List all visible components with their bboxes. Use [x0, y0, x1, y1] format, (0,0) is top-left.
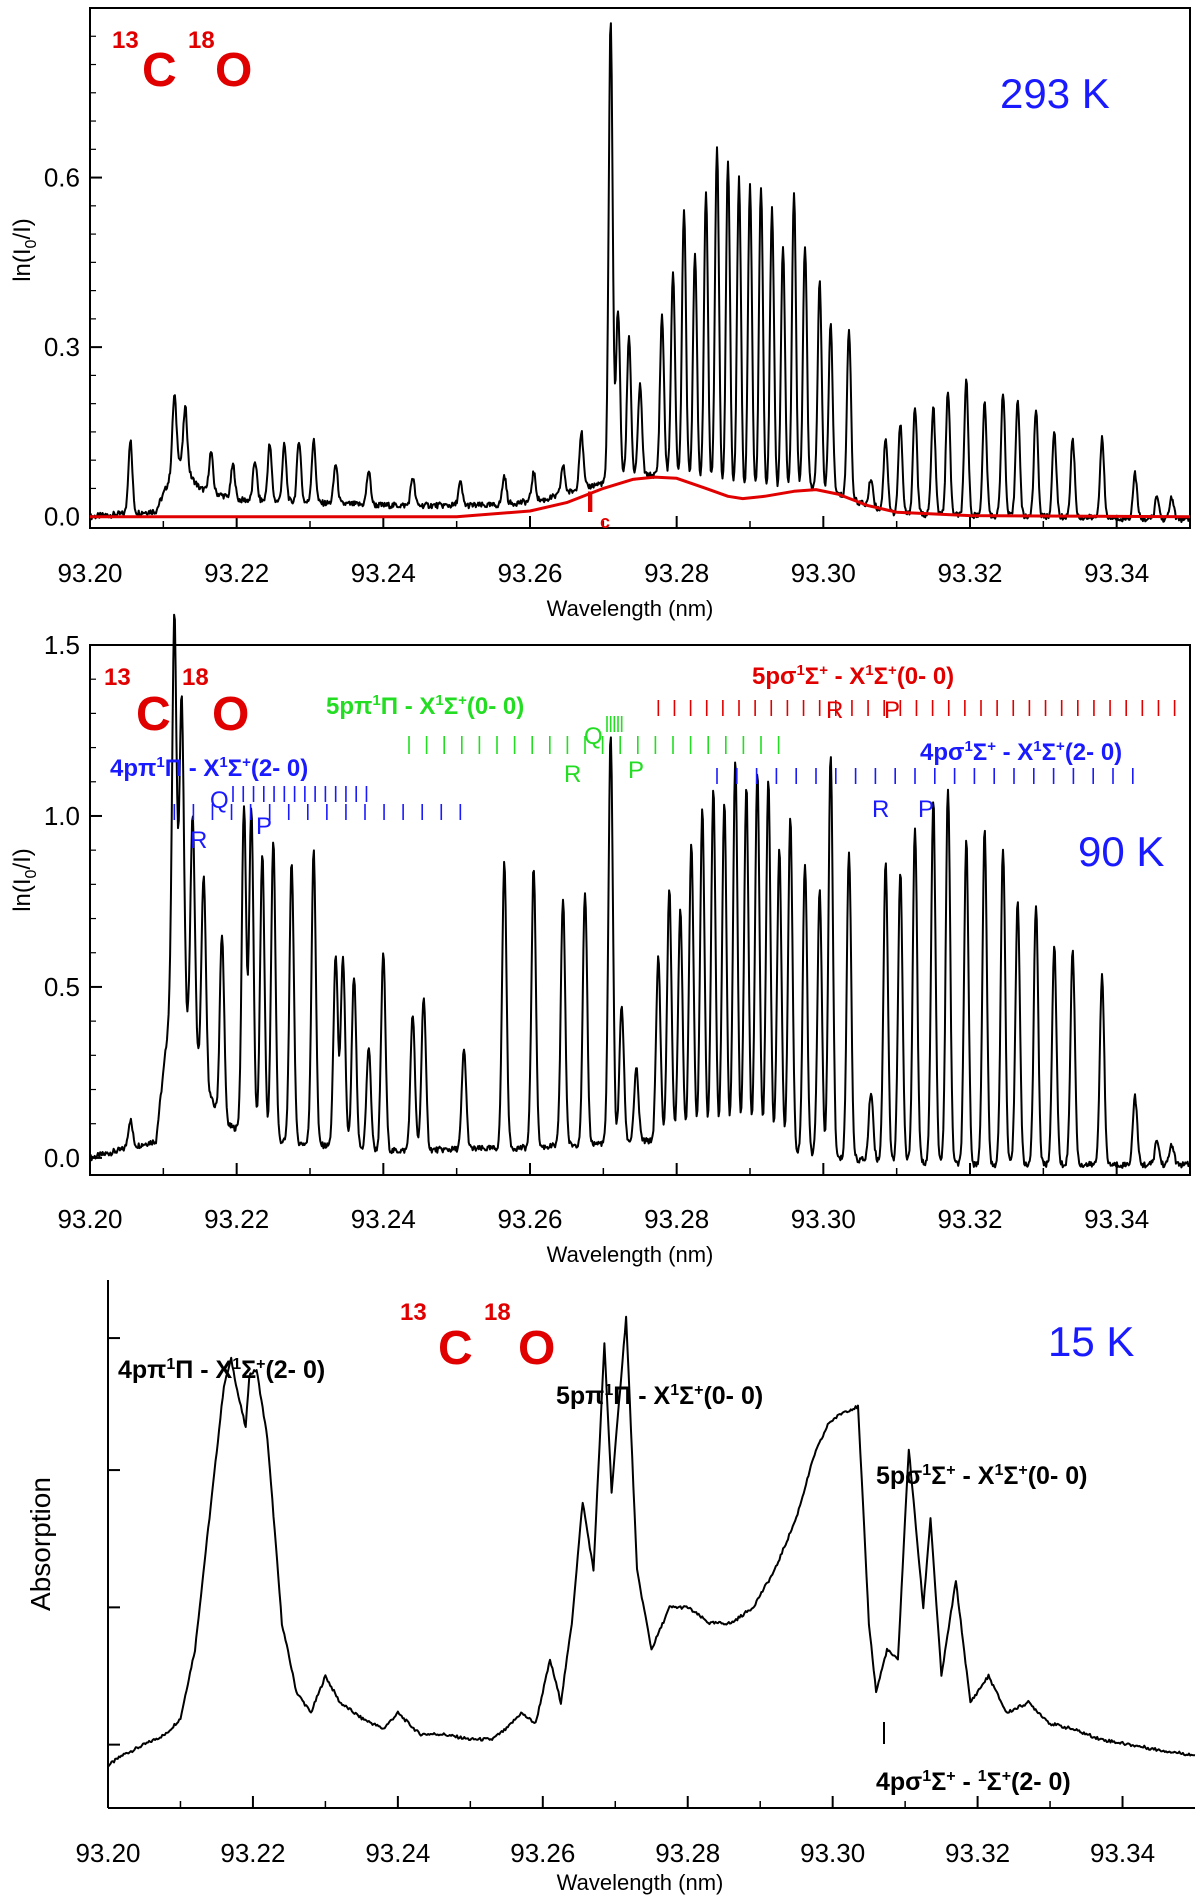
- x-tick-label: 93.28: [644, 558, 709, 588]
- branch-q-4ppi: Q: [210, 787, 229, 814]
- x-tick-label: 93.24: [365, 1838, 430, 1868]
- x-tick-label: 93.22: [204, 1204, 269, 1234]
- x-tick-label: 93.20: [75, 1838, 140, 1868]
- branch-r-5psigma: R: [826, 697, 843, 724]
- x-tick-label: 93.34: [1084, 1204, 1149, 1234]
- molecule-c: C: [142, 44, 177, 97]
- svg-text:ln(I0/I): ln(I0/I): [9, 848, 40, 912]
- annotation-4psigma: 4pσ1Σ+ - 1Σ+(2- 0): [876, 1768, 1071, 1796]
- x-tick-label: 93.32: [945, 1838, 1010, 1868]
- y-tick-label: 0.3: [44, 332, 80, 362]
- x-tick-label: 93.22: [204, 558, 269, 588]
- x-tick-label: 93.30: [800, 1838, 865, 1868]
- molecule-c-mass: 13: [400, 1299, 427, 1326]
- x-axis-title: Wavelength (nm): [547, 596, 714, 621]
- branch-p-4psigma: P: [918, 796, 934, 823]
- x-tick-label: 93.30: [791, 558, 856, 588]
- x-axis-title: Wavelength (nm): [557, 1870, 724, 1895]
- x-tick-label: 93.20: [57, 1204, 122, 1234]
- annotation-5psigma: 5pσ1Σ+ - X1Σ+(0- 0): [876, 1462, 1087, 1490]
- x-tick-label: 93.34: [1084, 558, 1149, 588]
- molecule-o: O: [518, 1322, 555, 1375]
- branch-p-5psigma: P: [884, 697, 900, 724]
- y-axis-title: Absorption: [25, 1477, 56, 1611]
- x-tick-label: 93.32: [937, 1204, 1002, 1234]
- temperature-label: 90 K: [1078, 828, 1164, 875]
- spectrum-layer: [89, 613, 1191, 1169]
- x-tick-label: 93.26: [510, 1838, 575, 1868]
- band-label-4ppi: 4pπ1Π - X1Σ+(2- 0): [110, 754, 308, 782]
- branch-p-4ppi: P: [256, 813, 272, 840]
- plot-frame: [89, 7, 1191, 529]
- x-tick-label: 93.28: [655, 1838, 720, 1868]
- axis-ticks: 93.20 93.22 93.24 93.26 93.28 93.30 93.32 93.34…: [44, 630, 1149, 1234]
- band-label-5ppi: 5pπ1Π - X1Σ+(0- 0): [326, 692, 524, 720]
- temperature-label: 15 K: [1048, 1318, 1134, 1365]
- molecule-o-mass: 18: [182, 664, 209, 691]
- branch-q-5ppi: Q: [584, 723, 603, 750]
- continuum-fit-line: [90, 475, 1191, 519]
- x-tick-label: 93.20: [57, 558, 122, 588]
- x-axis-title: Wavelength (nm): [547, 1242, 714, 1267]
- branch-r-4psigma: R: [872, 796, 889, 823]
- branch-p-5ppi: P: [628, 757, 644, 784]
- y-tick-label: 0.6: [44, 163, 80, 193]
- band-label-4psigma: 4pσ1Σ+ - X1Σ+(2- 0): [920, 738, 1122, 766]
- x-tick-label: 93.30: [791, 1204, 856, 1234]
- spectrum-line: [89, 613, 1191, 1169]
- branch-r-5ppi: R: [564, 761, 581, 788]
- y-tick-label: 0.5: [44, 972, 80, 1002]
- molecule-o-mass: 18: [484, 1299, 511, 1326]
- branch-r-4ppi: R: [190, 827, 207, 854]
- molecule-c-mass: 13: [112, 27, 139, 54]
- x-tick-label: 93.22: [220, 1838, 285, 1868]
- branch-tick-marks: [173, 700, 1176, 820]
- molecule-o: O: [215, 44, 252, 97]
- y-tick-label: 0.0: [44, 1143, 80, 1173]
- ic-annotation: I: [586, 486, 594, 519]
- band-label-5psigma: 5pσ1Σ+ - X1Σ+(0- 0): [752, 662, 954, 690]
- molecule-o: O: [212, 688, 249, 741]
- x-tick-label: 93.26: [497, 1204, 562, 1234]
- spectrum-line: [107, 1315, 1196, 1768]
- x-tick-label: 93.32: [937, 558, 1002, 588]
- spectrum-layer: [89, 22, 1191, 523]
- y-tick-label: 0.0: [44, 502, 80, 532]
- panel-293k: 93.20 93.22 93.24 93.26 93.28 93.30 93.32 93.34…: [9, 7, 1191, 621]
- x-tick-label: 93.34: [1090, 1838, 1155, 1868]
- annotation-4ppi: 4pπ1Π - X1Σ+(2- 0): [118, 1356, 325, 1384]
- x-tick-label: 93.24: [351, 558, 416, 588]
- temperature-label: 293 K: [1000, 70, 1110, 117]
- spectrum-line: [89, 22, 1191, 523]
- molecule-c: C: [438, 1322, 473, 1375]
- x-tick-label: 93.26: [497, 558, 562, 588]
- ic-subscript: c: [600, 512, 610, 532]
- molecule-c-mass: 13: [104, 664, 131, 691]
- panel-15k: 93.20 93.22 93.24 93.26 93.28 93.30 93.32 93.34…: [25, 1280, 1196, 1895]
- svg-text:ln(I0/I): ln(I0/I): [9, 218, 40, 282]
- plot-frame: [89, 644, 1191, 1176]
- panel-90k: 93.20 93.22 93.24 93.26 93.28 93.30 93.32 93.34…: [9, 613, 1191, 1267]
- y-axis-title: ln(I0/I): [9, 218, 40, 282]
- y-axis-title: ln(I0/I): [9, 848, 40, 912]
- x-tick-label: 93.28: [644, 1204, 709, 1234]
- spectrum-layer: [107, 1315, 1196, 1768]
- y-tick-label: 1.5: [44, 630, 80, 660]
- annotation-5ppi: 5pπ1Π - X1Σ+(0- 0): [556, 1382, 763, 1410]
- y-tick-label: 1.0: [44, 801, 80, 831]
- molecule-c: C: [136, 688, 171, 741]
- axis-ticks: 93.20 93.22 93.24 93.26 93.28 93.30 93.32 93.34…: [44, 35, 1149, 588]
- molecule-o-mass: 18: [188, 27, 215, 54]
- x-tick-label: 93.24: [351, 1204, 416, 1234]
- axis-ticks: 93.20 93.22 93.24 93.26 93.28 93.30 93.32 93.34: [75, 1337, 1155, 1868]
